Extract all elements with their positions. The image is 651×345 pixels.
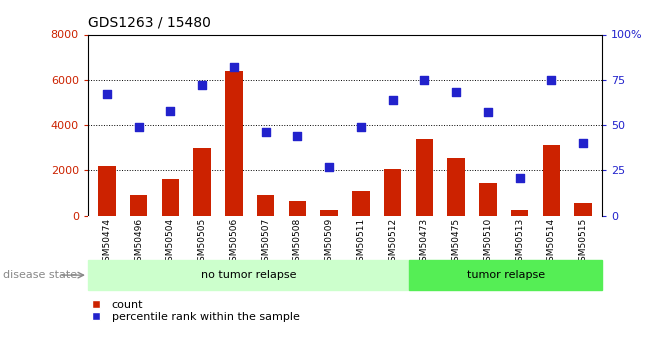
Bar bbox=[574, 203, 592, 216]
Bar bbox=[352, 191, 370, 216]
Text: tumor relapse: tumor relapse bbox=[467, 270, 545, 280]
Bar bbox=[511, 210, 529, 216]
Text: GSM50506: GSM50506 bbox=[229, 218, 238, 267]
Text: no tumor relapse: no tumor relapse bbox=[201, 270, 296, 280]
Point bbox=[165, 108, 176, 113]
Legend: count, percentile rank within the sample: count, percentile rank within the sample bbox=[81, 295, 304, 326]
Bar bbox=[130, 195, 147, 216]
Text: GSM50515: GSM50515 bbox=[579, 218, 588, 267]
Bar bbox=[543, 146, 560, 216]
Bar bbox=[409, 260, 602, 290]
Text: GSM50496: GSM50496 bbox=[134, 218, 143, 267]
Text: GSM50505: GSM50505 bbox=[198, 218, 206, 267]
Text: GSM50474: GSM50474 bbox=[102, 218, 111, 267]
Point bbox=[355, 124, 366, 130]
Bar bbox=[288, 201, 306, 216]
Point bbox=[324, 164, 335, 169]
Text: GSM50511: GSM50511 bbox=[356, 218, 365, 267]
Text: GSM50509: GSM50509 bbox=[325, 218, 334, 267]
Point bbox=[102, 91, 112, 97]
Point bbox=[292, 133, 303, 139]
Point bbox=[482, 110, 493, 115]
Text: GSM50475: GSM50475 bbox=[452, 218, 461, 267]
Bar bbox=[225, 71, 243, 216]
Bar bbox=[447, 158, 465, 216]
Text: GSM50473: GSM50473 bbox=[420, 218, 429, 267]
Text: GSM50512: GSM50512 bbox=[388, 218, 397, 267]
Point bbox=[451, 90, 462, 95]
Bar bbox=[320, 210, 338, 216]
Text: GSM50513: GSM50513 bbox=[515, 218, 524, 267]
Text: GSM50507: GSM50507 bbox=[261, 218, 270, 267]
Text: disease state: disease state bbox=[3, 270, 77, 280]
Text: GSM50508: GSM50508 bbox=[293, 218, 302, 267]
Point bbox=[578, 140, 589, 146]
Point bbox=[229, 64, 239, 70]
Point bbox=[514, 175, 525, 180]
Point bbox=[546, 77, 557, 82]
Bar bbox=[416, 139, 433, 216]
Bar bbox=[384, 169, 402, 216]
Point bbox=[133, 124, 144, 130]
Text: GSM50504: GSM50504 bbox=[166, 218, 175, 267]
Text: GDS1263 / 15480: GDS1263 / 15480 bbox=[88, 16, 211, 30]
Point bbox=[260, 129, 271, 135]
Bar bbox=[88, 260, 409, 290]
Text: GSM50510: GSM50510 bbox=[484, 218, 492, 267]
Point bbox=[419, 77, 430, 82]
Bar bbox=[193, 148, 211, 216]
Text: GSM50514: GSM50514 bbox=[547, 218, 556, 267]
Bar bbox=[98, 166, 116, 216]
Bar bbox=[479, 183, 497, 216]
Bar bbox=[161, 179, 179, 216]
Point bbox=[197, 82, 208, 88]
Point bbox=[387, 97, 398, 102]
Bar bbox=[257, 195, 274, 216]
